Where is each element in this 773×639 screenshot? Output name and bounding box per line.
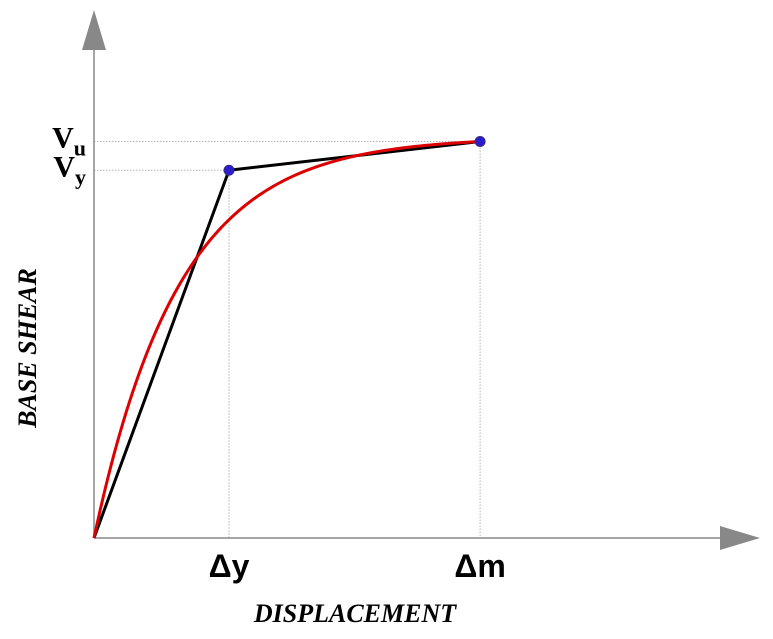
x-tick-label-1: Δm [454, 548, 505, 584]
y-tick-label-1: Vu [52, 122, 86, 161]
x-axis-arrow-icon [720, 526, 760, 550]
guide-lines [94, 141, 481, 538]
axes [82, 10, 760, 550]
y-axis-label: BASE SHEAR [13, 268, 42, 429]
data-markers [223, 136, 486, 176]
y-tick-label-0: Vy [53, 150, 86, 189]
capacity-curve-line [92, 140, 481, 539]
x-axis-label: DISPLACEMENT [253, 599, 457, 628]
data-point-1 [474, 136, 486, 148]
data-point-0 [223, 164, 235, 176]
series-layer [92, 140, 481, 539]
y-axis-arrow-icon [82, 10, 106, 50]
x-tick-label-0: Δy [209, 548, 250, 584]
